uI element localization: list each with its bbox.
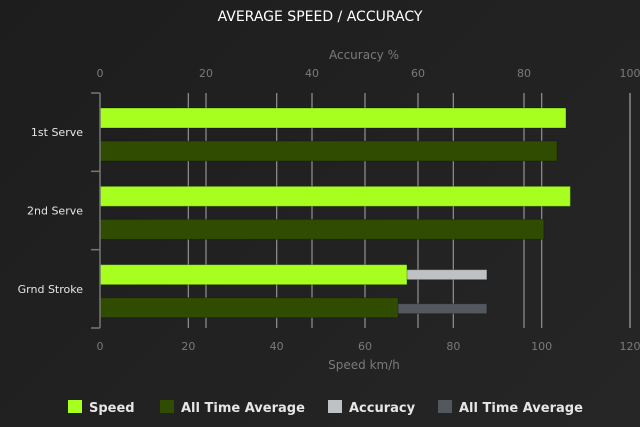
bar-all-time-average[interactable] (99, 297, 399, 319)
top-tick-label: 20 (199, 67, 213, 80)
bar-speed[interactable] (99, 185, 571, 207)
bottom-tick-label: 20 (181, 340, 195, 353)
bottom-tick-label: 0 (97, 340, 104, 353)
top-tick-label: 80 (517, 67, 531, 80)
legend-label[interactable]: Speed (89, 401, 135, 416)
category-label: Grnd Stroke (18, 283, 84, 296)
top-tick-label: 100 (620, 67, 640, 80)
top-tick-label: 40 (305, 67, 319, 80)
bottom-axis-label: Speed km/h (328, 358, 400, 372)
bottom-tick-label: 100 (531, 340, 552, 353)
top-tick-label: 0 (97, 67, 104, 80)
category-label: 1st Serve (31, 126, 83, 139)
bar-speed[interactable] (99, 107, 567, 129)
bottom-tick-label: 60 (358, 340, 372, 353)
legend-swatch (438, 400, 452, 413)
legend-swatch (68, 400, 82, 413)
top-tick-label: 60 (411, 67, 425, 80)
bottom-tick-label: 40 (270, 340, 284, 353)
bottom-tick-label: 120 (620, 340, 640, 353)
legend-label[interactable]: All Time Average (459, 401, 583, 416)
chart-title: AVERAGE SPEED / ACCURACY (218, 9, 423, 25)
category-label: 2nd Serve (27, 205, 83, 218)
bottom-tick-label: 80 (446, 340, 460, 353)
legend-swatch (160, 400, 174, 413)
bar-speed[interactable] (99, 264, 408, 286)
legend-label[interactable]: All Time Average (181, 401, 305, 416)
top-axis-label: Accuracy % (329, 48, 399, 62)
legend-swatch (328, 400, 342, 413)
bar-all-time-average[interactable] (99, 140, 558, 162)
legend-label[interactable]: Accuracy (349, 401, 416, 416)
bar-all-time-average[interactable] (99, 218, 545, 240)
